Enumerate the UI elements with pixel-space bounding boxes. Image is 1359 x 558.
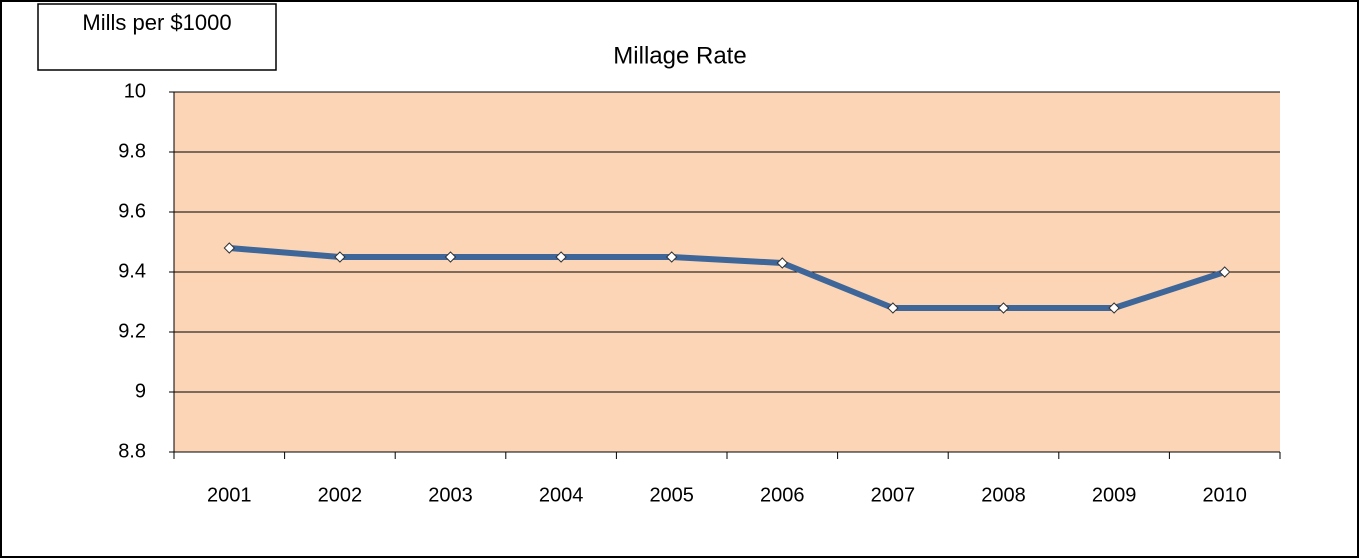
marker <box>334 251 346 263</box>
y-tick-label: 9.6 <box>118 200 146 222</box>
marker <box>665 251 678 263</box>
marker <box>223 242 236 254</box>
x-tick-label: 2001 <box>207 484 252 506</box>
x-tick-label: 2003 <box>428 484 473 506</box>
marker <box>997 302 1010 314</box>
y-tick-label: 9.8 <box>118 140 146 162</box>
x-tick-label: 2008 <box>981 484 1026 506</box>
marker <box>1108 302 1120 314</box>
ylabel-box <box>37 3 277 71</box>
x-tick-label: 2005 <box>649 484 694 506</box>
x-tick-label: 2002 <box>318 484 363 506</box>
chart-title: Millage Rate <box>613 42 746 69</box>
y-tick-label: 9.4 <box>118 260 146 282</box>
x-tick-label: 2009 <box>1092 484 1137 506</box>
y-tick-label: 9.2 <box>118 320 146 342</box>
y-tick-label: 9 <box>135 380 146 402</box>
marker <box>1218 266 1231 278</box>
marker <box>444 251 457 263</box>
x-tick-label: 2004 <box>539 484 584 506</box>
line <box>229 245 1226 311</box>
y-tick-label: 10 <box>124 80 146 102</box>
marker <box>555 251 567 263</box>
x-tick-label: 2010 <box>1202 484 1247 506</box>
y-axis-label: Mills per $1000 <box>82 10 231 35</box>
marker <box>887 302 899 314</box>
x-tick-label: 2007 <box>871 484 916 506</box>
x-tick-label: 2006 <box>760 484 805 506</box>
y-tick-label: 8.8 <box>118 440 146 462</box>
marker <box>776 257 789 269</box>
